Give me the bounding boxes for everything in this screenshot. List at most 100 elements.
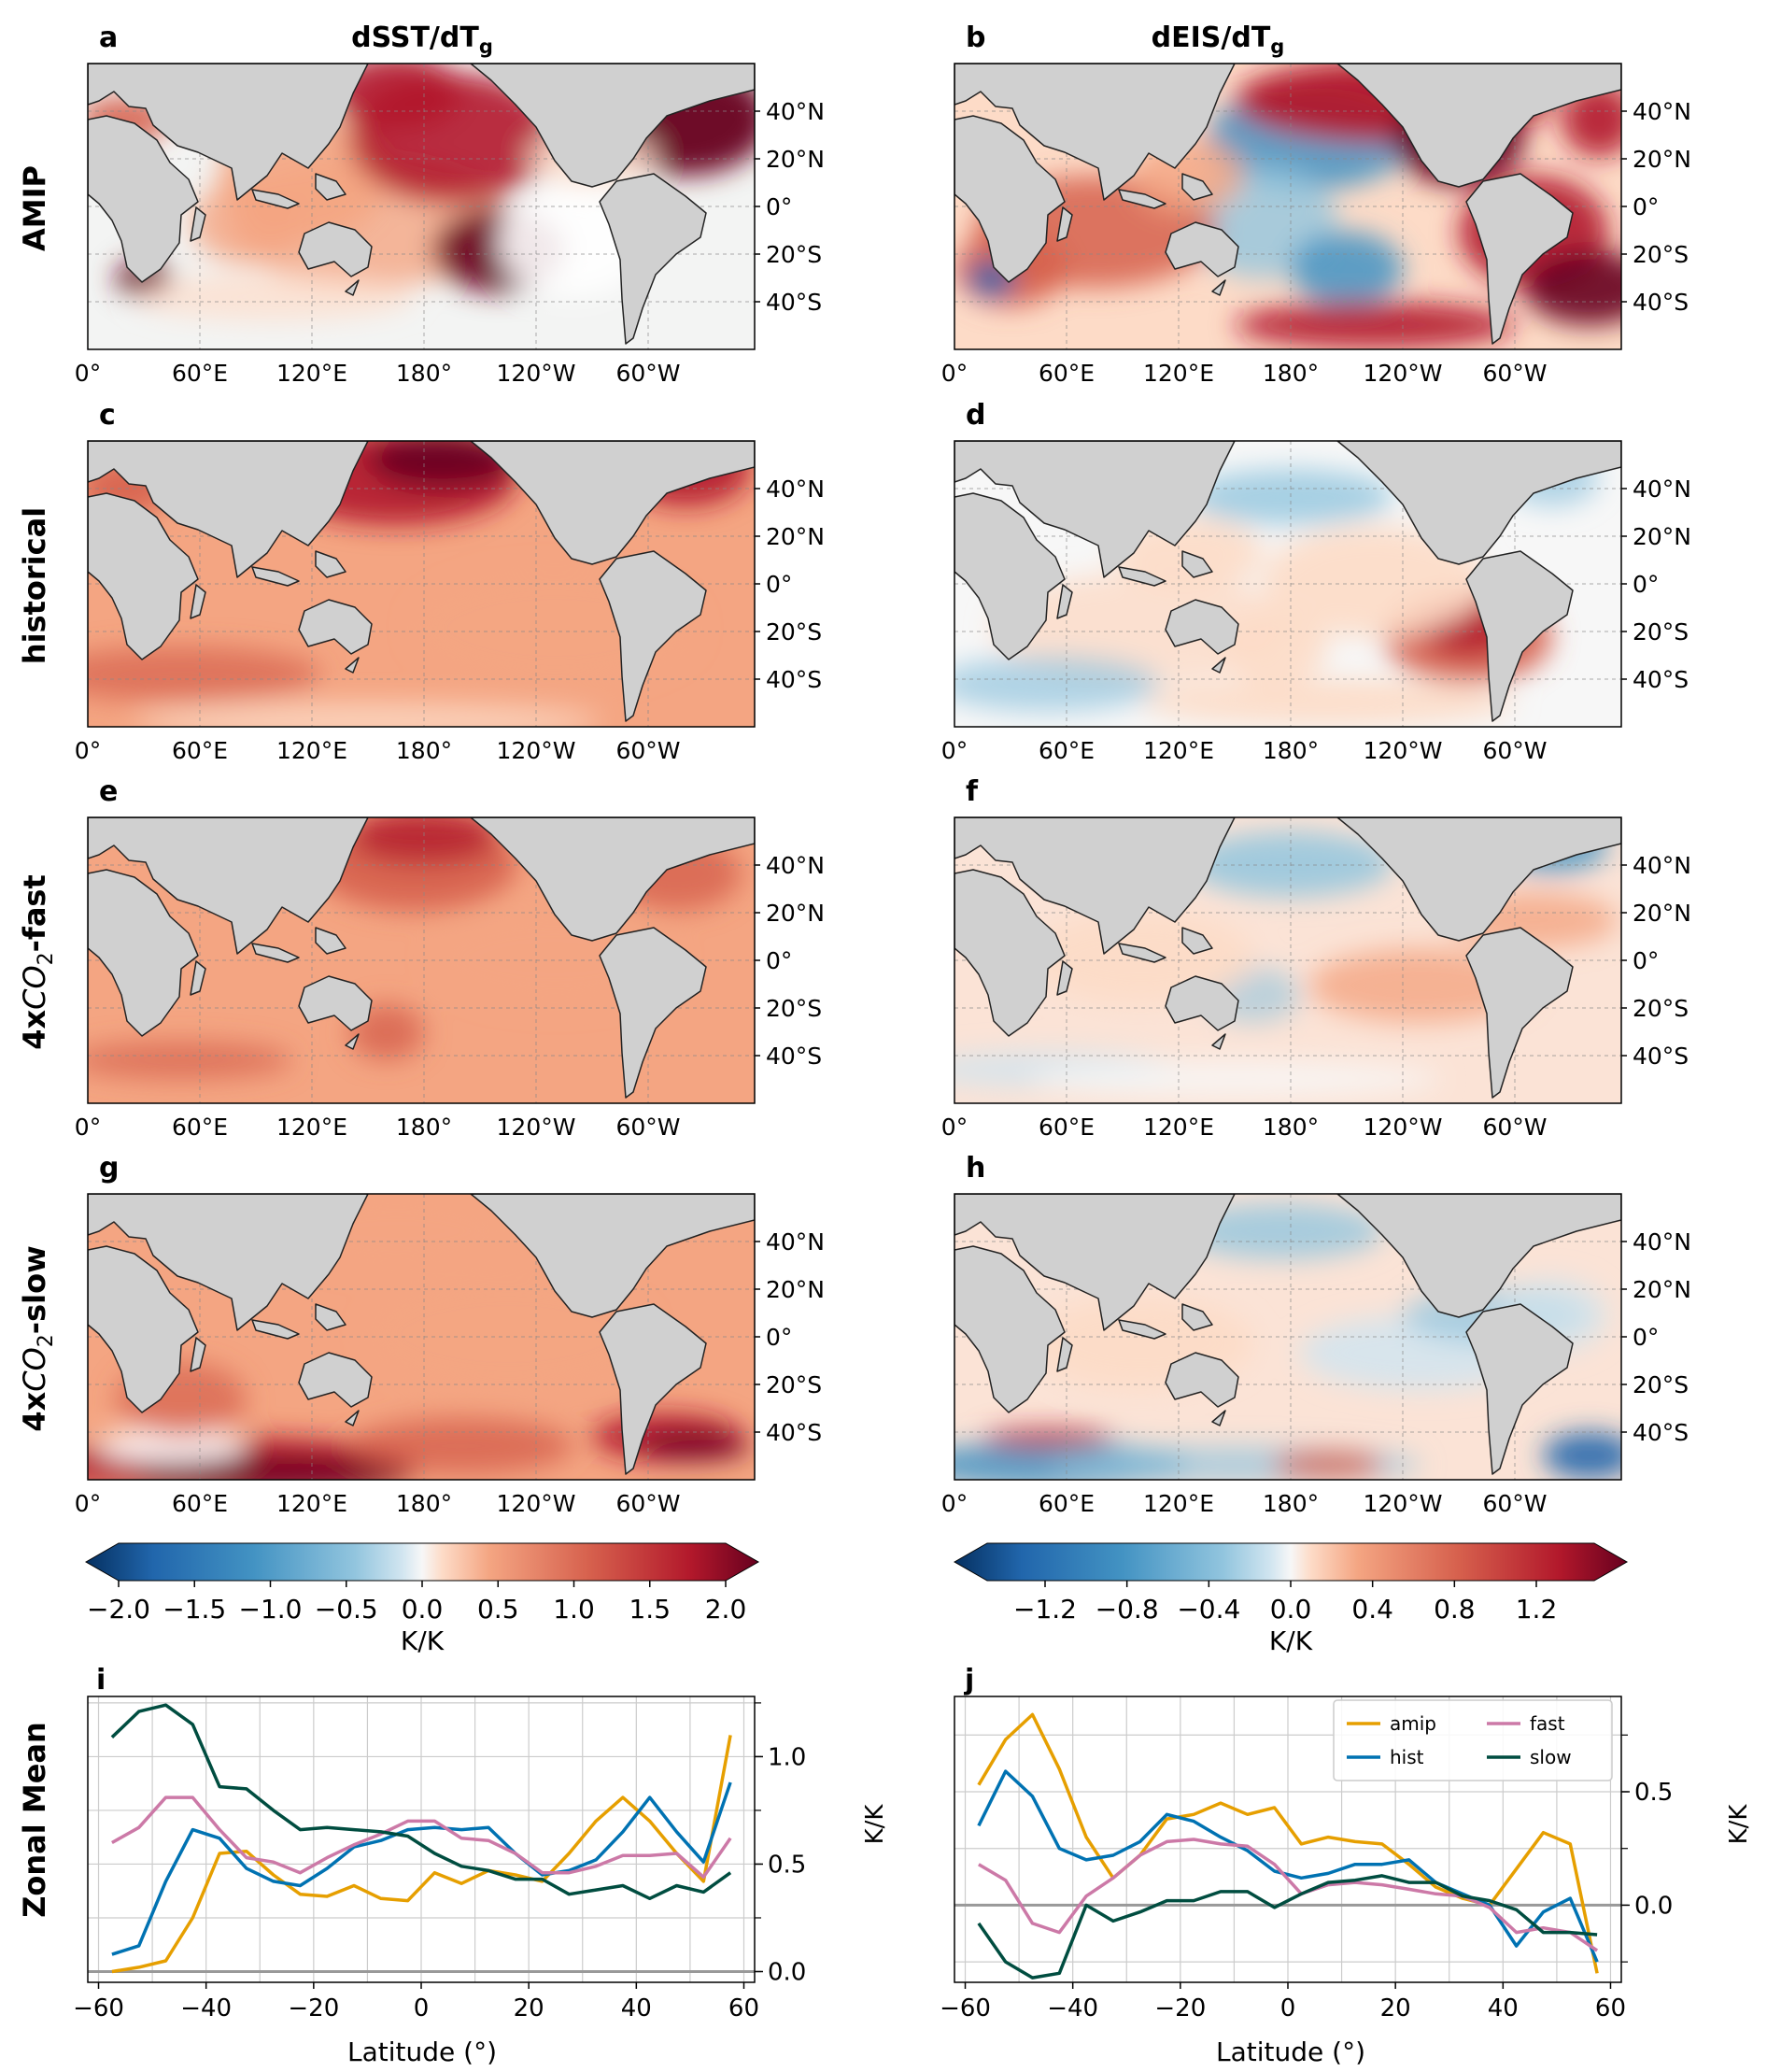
lat-tick-label: 20°S [766,995,822,1022]
lon-tick-label: 120°E [276,1490,347,1517]
lon-tick-label: 60°W [615,1490,680,1517]
series-line-hist [111,1781,732,1956]
colorbar-tick-label: 1.2 [1516,1594,1558,1625]
zonal-chart-i: −60 −40 −20 0 20 40 60 0.0 0.5 1.0 [73,1696,806,2022]
lon-tick-label: 0° [75,1114,101,1141]
land-mask [88,441,755,722]
x-tick-label: 20 [514,1994,544,2022]
x-tick-label: 20 [1380,1994,1411,2022]
lon-tick-label: 180° [396,737,452,764]
lat-tick-label: 20°S [1633,1371,1689,1398]
lat-tick-label: 20°S [766,241,822,268]
series-line-amip [111,1735,732,1974]
chart-j-ylabel: K/K [1725,1804,1753,1845]
land-mask [954,1194,1621,1475]
lon-tick-label: 60°W [1482,1490,1547,1517]
lat-tick-label: 40°N [766,1228,825,1256]
row-label-4xco2-slow: 4xCO2-slow [17,1245,58,1431]
lon-tick-label: 60°E [172,360,228,387]
x-tick-label: −60 [940,1994,991,2022]
legend-label-amip: amip [1390,1712,1436,1735]
colorbar-tick-label: −0.8 [1096,1594,1159,1625]
lon-tick-label: 0° [75,360,101,387]
colorbar-tick-label: 2.0 [705,1594,747,1625]
lon-tick-label: 120°W [1364,1490,1443,1517]
lon-tick-label: 120°E [276,737,347,764]
chart-j-xlabel: Latitude (°) [1216,2037,1365,2067]
lat-tick-label: 40°N [1633,475,1691,503]
lat-tick-label: 40°S [1633,289,1689,316]
lat-tick-label: 40°S [766,666,822,693]
lat-tick-label: 0° [766,1324,792,1351]
map-panel-d: d 0° 60°E 120°E 180° 120°W 60°W 40°N 20°N 0° 20°S 4… [941,399,1691,764]
legend-box [1333,1699,1613,1781]
colorbar-tick-label: 0.5 [477,1594,519,1625]
lon-tick-label: 180° [1263,1490,1319,1517]
chart-i-ylabel: K/K [861,1804,889,1845]
lon-tick-label: 120°W [497,360,576,387]
colorbar-tick-label: 0.0 [402,1594,444,1625]
legend-label-slow: slow [1530,1746,1572,1768]
x-tick-label: −40 [1047,1994,1098,2022]
colorbar-tick-label: −1.0 [239,1594,303,1625]
x-tick-label: −60 [73,1994,124,2022]
lon-tick-label: 120°E [1143,1114,1214,1141]
lon-tick-label: 0° [75,1490,101,1517]
lon-tick-label: 60°E [172,737,228,764]
colorbar-tick-label: 1.5 [629,1594,671,1625]
series-line-slow [110,1703,732,1901]
row-label-amip: AMIP [17,165,52,251]
panel-letter-b: b [966,21,985,54]
colorbar-tick-label: −0.4 [1177,1594,1240,1625]
chart-i-xlabel: Latitude (°) [347,2037,497,2067]
panel-letter-j: j [964,1664,974,1696]
colorbar-tick-label: −1.2 [1013,1594,1077,1625]
row-label-zonal-mean: Zonal Mean [17,1722,52,1918]
map-panel-b: b 0° 60°E 120°E 180° 120°W 60°W 40°N 20°N 0° 20°S 4… [941,21,1691,387]
lat-tick-label: 20°N [1633,523,1691,550]
colorbar-left-unit: K/K [401,1625,445,1656]
panel-letter-i: i [96,1664,106,1696]
lat-tick-label: 40°N [1633,98,1691,125]
lon-tick-label: 120°E [276,360,347,387]
lon-tick-label: 60°W [1482,1114,1547,1141]
lat-tick-label: 0° [1633,947,1659,974]
lon-tick-label: 60°E [1039,1490,1095,1517]
lon-tick-label: 60°W [1482,737,1547,764]
lon-tick-label: 180° [1263,1114,1319,1141]
lat-tick-label: 20°N [766,900,825,927]
y-tick-label: 0.5 [768,1851,806,1879]
lat-tick-label: 40°S [766,1043,822,1070]
x-tick-label: 40 [621,1994,652,2022]
land-mask [88,1194,755,1475]
panel-letter-d: d [966,399,985,432]
lat-tick-label: 20°N [766,146,825,173]
series-line-fast [111,1795,732,1880]
x-tick-label: 0 [414,1994,430,2022]
colorbar-tick-label: −2.0 [87,1594,150,1625]
x-tick-label: 60 [728,1994,759,2022]
column-title-right: dEIS/dTg [1152,21,1285,58]
lon-tick-label: 180° [396,1490,452,1517]
lat-tick-label: 20°N [1633,900,1691,927]
lon-tick-label: 120°W [1364,1114,1443,1141]
panel-letter-e: e [99,775,118,808]
panel-letter-c: c [99,399,116,432]
x-tick-label: −20 [288,1994,339,2022]
lat-tick-label: 0° [766,947,792,974]
map-panel-f: f 0° 60°E 120°E 180° 120°W 60°W 40°N 20°N 0° 20°S 4… [941,775,1691,1141]
lat-tick-label: 0° [1633,1324,1659,1351]
colorbar-tick-label: 0.8 [1434,1594,1476,1625]
legend-label-hist: hist [1390,1746,1424,1768]
colorbar-left-bar [84,1542,760,1582]
lon-tick-label: 60°E [1039,1114,1095,1141]
lat-tick-label: 40°S [1633,1043,1689,1070]
lat-tick-label: 0° [1633,193,1659,220]
colorbar-right: −1.2 −0.8 −0.4 0.0 0.4 0.8 1.2 K/K [953,1542,1629,1656]
lat-tick-label: 20°N [766,523,825,550]
lon-tick-label: 0° [941,737,968,764]
lat-tick-label: 40°N [1633,852,1691,879]
lon-tick-label: 60°W [1482,360,1547,387]
colorbar-tick-label: 0.4 [1351,1594,1393,1625]
